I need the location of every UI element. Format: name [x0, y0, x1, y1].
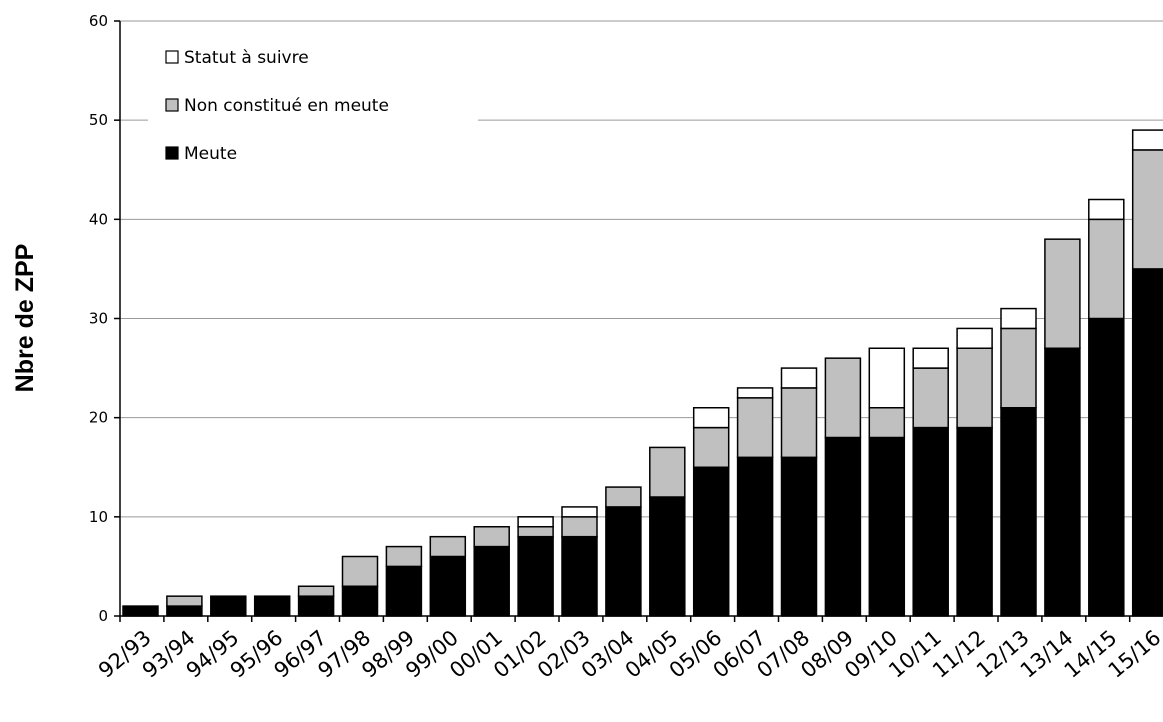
- y-tick-label: 30: [89, 310, 108, 328]
- bar-segment-non-constitue: [473, 526, 510, 548]
- bar-segment-meute: [429, 555, 467, 617]
- bar-segment-meute: [341, 585, 379, 617]
- bar-segment-non-constitue: [1000, 327, 1037, 409]
- bar-segment-non-constitue: [297, 585, 335, 597]
- bar-segment-meute: [605, 506, 642, 617]
- bar-segment-statut-a-suivre: [956, 327, 993, 349]
- legend-label: Statut à suivre: [184, 48, 309, 68]
- bar-segment-non-constitue: [824, 357, 862, 439]
- axes: [114, 20, 1163, 622]
- bar-segment-meute: [692, 466, 730, 617]
- bar-segment-meute: [1088, 317, 1125, 617]
- y-tick-label: 20: [89, 409, 108, 427]
- y-tick-labels: 0 10 20 30 40 50 60: [89, 12, 108, 625]
- bar-segment-meute: [1131, 268, 1163, 617]
- legend-swatch: [165, 98, 179, 112]
- bar-segment-statut-a-suivre: [1000, 307, 1037, 330]
- bar-segment-meute: [122, 605, 159, 617]
- bar-segment-meute: [385, 565, 423, 617]
- bar-segment-non-constitue: [517, 526, 554, 538]
- bar-segment-statut-a-suivre: [692, 407, 730, 429]
- bar-segment-meute: [253, 595, 291, 617]
- legend-background: [148, 40, 478, 170]
- bar-segment-statut-a-suivre: [868, 347, 906, 409]
- bar-segment-meute: [1044, 347, 1081, 617]
- bar-segment-non-constitue: [1088, 218, 1125, 320]
- y-tick-label: 60: [89, 12, 108, 30]
- bar-segment-meute: [780, 456, 818, 617]
- bar-segment-non-constitue: [429, 535, 467, 558]
- bar-segment-statut-a-suivre: [1088, 198, 1125, 221]
- bar-segment-non-constitue: [780, 387, 818, 459]
- bar-segment-non-constitue: [956, 347, 993, 429]
- y-tick-label: 40: [89, 210, 108, 228]
- legend-swatch: [165, 146, 179, 160]
- bar-segment-statut-a-suivre: [561, 506, 598, 518]
- legend-box: [148, 40, 478, 170]
- bar-segment-non-constitue: [1131, 149, 1163, 270]
- x-tick-labels: 92/9393/9494/9595/9696/9797/9898/9999/00…: [94, 625, 1163, 682]
- bar-segment-meute: [956, 426, 993, 617]
- bar-segment-non-constitue: [561, 516, 598, 538]
- bar-segment-meute: [210, 595, 247, 617]
- legend: Statut à suivre Non constitué en meute Meu…: [165, 48, 389, 164]
- y-tick-label: 0: [98, 607, 108, 625]
- bar-segment-statut-a-suivre: [912, 347, 949, 369]
- bar-segment-non-constitue: [166, 595, 203, 607]
- bar-segment-statut-a-suivre: [517, 516, 554, 528]
- y-axis-label: Nbre de ZPP: [11, 244, 39, 393]
- bar-segment-non-constitue: [341, 555, 379, 587]
- bar-segment-non-constitue: [649, 446, 686, 498]
- bar-segment-meute: [868, 436, 906, 617]
- bar-segment-non-constitue: [385, 545, 423, 568]
- legend-swatch: [165, 50, 179, 64]
- bar-segment-meute: [561, 535, 598, 617]
- bar-segment-meute: [473, 545, 510, 617]
- bar-segment-meute: [912, 426, 949, 617]
- bar-segment-meute: [824, 436, 862, 617]
- bar-segment-statut-a-suivre: [736, 387, 774, 399]
- bar-segment-statut-a-suivre: [1131, 129, 1163, 151]
- bar-segment-meute: [1000, 407, 1037, 617]
- bar-segment-non-constitue: [736, 397, 774, 459]
- legend-label: Meute: [184, 144, 237, 164]
- bar-segment-meute: [649, 496, 686, 617]
- bar-segment-meute: [517, 535, 554, 617]
- bars: [122, 129, 1163, 617]
- legend-label: Non constitué en meute: [184, 96, 389, 116]
- bar-segment-statut-a-suivre: [780, 367, 818, 389]
- bar-segment-meute: [166, 605, 203, 617]
- y-tick-label: 50: [89, 111, 108, 129]
- bar-segment-non-constitue: [605, 486, 642, 508]
- bar-segment-non-constitue: [1044, 238, 1081, 350]
- bar-segment-meute: [736, 456, 774, 617]
- bar-segment-meute: [297, 595, 335, 617]
- bar-segment-non-constitue: [868, 407, 906, 439]
- bar-segment-non-constitue: [692, 426, 730, 469]
- bar-segment-non-constitue: [912, 367, 949, 429]
- y-tick-label: 10: [89, 508, 108, 526]
